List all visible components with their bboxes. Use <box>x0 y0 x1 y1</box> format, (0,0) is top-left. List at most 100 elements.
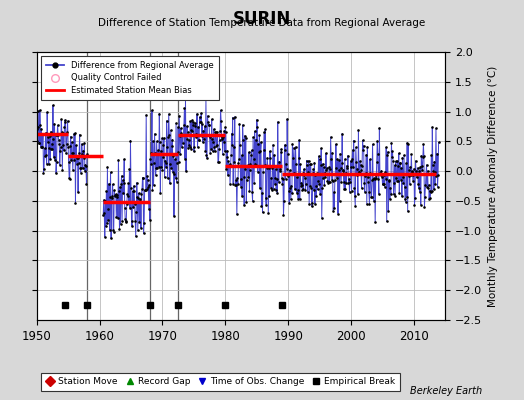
Point <box>253 116 261 123</box>
Point <box>149 182 158 188</box>
Point <box>180 105 189 112</box>
Point <box>393 158 401 164</box>
Point <box>301 187 310 194</box>
Point <box>201 148 210 154</box>
Point <box>270 175 279 182</box>
Point <box>413 170 421 177</box>
Point <box>126 205 134 211</box>
Point <box>280 146 289 153</box>
Point <box>404 140 412 147</box>
Point <box>432 173 441 179</box>
Point <box>183 123 191 129</box>
Point <box>282 165 291 172</box>
Point <box>233 175 242 182</box>
Point <box>66 142 74 149</box>
Point <box>319 160 327 167</box>
Point <box>77 170 85 176</box>
Point <box>373 158 381 165</box>
Point <box>400 152 408 158</box>
Point <box>397 176 405 183</box>
Point <box>275 158 283 165</box>
Point <box>232 182 240 188</box>
Point <box>113 192 122 199</box>
Point <box>187 146 195 152</box>
Point <box>274 162 282 169</box>
Point <box>336 165 345 171</box>
Point <box>275 179 283 185</box>
Point <box>279 212 288 218</box>
Point <box>82 162 90 169</box>
Point <box>190 148 198 154</box>
Point <box>119 180 128 187</box>
Point <box>290 170 299 176</box>
Point <box>157 148 165 154</box>
Point <box>388 148 397 154</box>
Point <box>239 136 247 143</box>
Point <box>187 127 195 133</box>
Point <box>347 157 355 164</box>
Point <box>341 156 349 162</box>
Point <box>286 184 294 191</box>
Point <box>32 126 41 133</box>
Point <box>241 166 249 172</box>
Point <box>361 188 369 195</box>
Point <box>208 116 216 122</box>
Point <box>410 202 419 208</box>
Point <box>111 193 119 200</box>
Point <box>180 122 188 128</box>
Point <box>233 211 241 218</box>
Point <box>195 137 203 144</box>
Point <box>415 167 423 174</box>
Point <box>349 164 357 170</box>
Point <box>355 168 363 175</box>
Point <box>244 173 253 180</box>
Point <box>51 157 59 163</box>
Point <box>157 164 166 170</box>
Point <box>252 162 260 168</box>
Point <box>56 162 64 168</box>
Point <box>148 107 156 114</box>
Point <box>114 157 123 163</box>
Point <box>42 160 51 167</box>
Point <box>384 208 392 214</box>
Point <box>53 132 61 138</box>
Point <box>191 122 200 129</box>
Point <box>182 136 191 142</box>
Point <box>244 162 252 168</box>
Point <box>177 130 185 136</box>
Point <box>116 221 125 227</box>
Point <box>260 129 268 136</box>
Point <box>103 164 112 170</box>
Point <box>235 156 243 162</box>
Point <box>373 138 381 144</box>
Point <box>298 186 307 193</box>
Point <box>53 122 62 128</box>
Point <box>357 167 365 173</box>
Point <box>202 96 210 102</box>
Point <box>276 166 284 172</box>
Point <box>99 212 107 218</box>
Point <box>328 150 336 156</box>
Point <box>38 144 47 150</box>
Point <box>105 227 114 233</box>
Point <box>325 178 334 185</box>
Point <box>110 187 118 194</box>
Point <box>242 135 250 142</box>
Point <box>277 149 285 156</box>
Point <box>368 177 376 183</box>
Point <box>190 143 199 150</box>
Point <box>400 184 409 190</box>
Legend: Station Move, Record Gap, Time of Obs. Change, Empirical Break: Station Move, Record Gap, Time of Obs. C… <box>41 373 400 391</box>
Point <box>146 216 154 223</box>
Point <box>174 124 182 130</box>
Point <box>323 165 331 171</box>
Point <box>138 174 147 181</box>
Point <box>196 119 204 125</box>
Point <box>77 164 85 171</box>
Point <box>293 174 301 181</box>
Point <box>264 210 272 216</box>
Point <box>394 163 402 169</box>
Point <box>109 227 117 233</box>
Point <box>406 164 414 170</box>
Point <box>416 188 424 195</box>
